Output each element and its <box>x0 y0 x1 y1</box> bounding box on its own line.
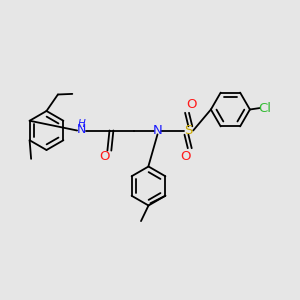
Text: H: H <box>78 119 86 129</box>
Text: O: O <box>180 150 191 163</box>
Text: O: O <box>99 150 110 163</box>
Text: O: O <box>186 98 197 111</box>
Text: Cl: Cl <box>258 101 272 115</box>
Text: N: N <box>153 124 162 137</box>
Text: N: N <box>77 123 86 136</box>
Text: S: S <box>184 124 193 137</box>
